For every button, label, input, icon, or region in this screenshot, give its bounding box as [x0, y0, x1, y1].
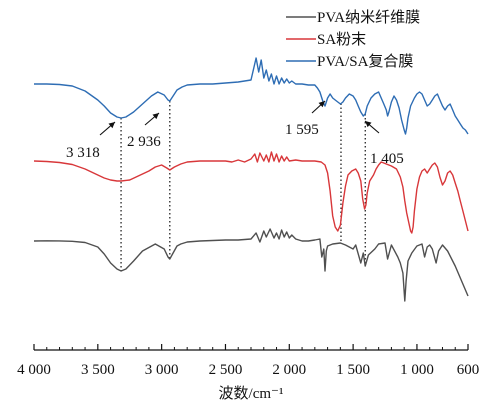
peak-arrow-head [365, 121, 372, 128]
peak-arrow-head [108, 122, 115, 129]
series-line-1 [33, 151, 469, 234]
peak-label: 3 318 [66, 145, 100, 161]
x-tick-label: 3 000 [145, 362, 179, 378]
peak-label: 2 936 [127, 134, 161, 150]
x-tick-label: 4 000 [17, 362, 51, 378]
legend-label: PVA/SA复合膜 [317, 52, 413, 70]
series-line-0 [33, 228, 469, 302]
series-line-2 [34, 57, 469, 135]
x-tick-label: 1 500 [336, 362, 370, 378]
x-tick-label: 2 500 [209, 362, 243, 378]
legend-label: PVA纳米纤维膜 [317, 9, 420, 26]
x-tick-label: 3 500 [81, 362, 115, 378]
legend-label: SA粉末 [317, 31, 366, 48]
x-tick-label: 1 000 [400, 362, 434, 378]
legend: PVA纳米纤维膜 SA粉末 PVA/SA复合膜 [286, 9, 420, 70]
x-axis: 4 000 3 500 3 000 2 500 2 000 1 500 1 000 600 [17, 344, 479, 378]
peak-label: 1 595 [285, 122, 319, 138]
x-tick-label: 2 000 [272, 362, 306, 378]
peak-arrow-head [318, 101, 325, 108]
peak-arrow-head [152, 113, 159, 120]
peak-annotations: 3 318 2 936 1 595 1 405 [66, 100, 404, 167]
x-axis-label: 波数/cm⁻¹ [219, 385, 284, 402]
peak-label: 1 405 [370, 151, 404, 167]
spectra-series [33, 57, 469, 302]
x-tick-label: 600 [457, 362, 480, 378]
